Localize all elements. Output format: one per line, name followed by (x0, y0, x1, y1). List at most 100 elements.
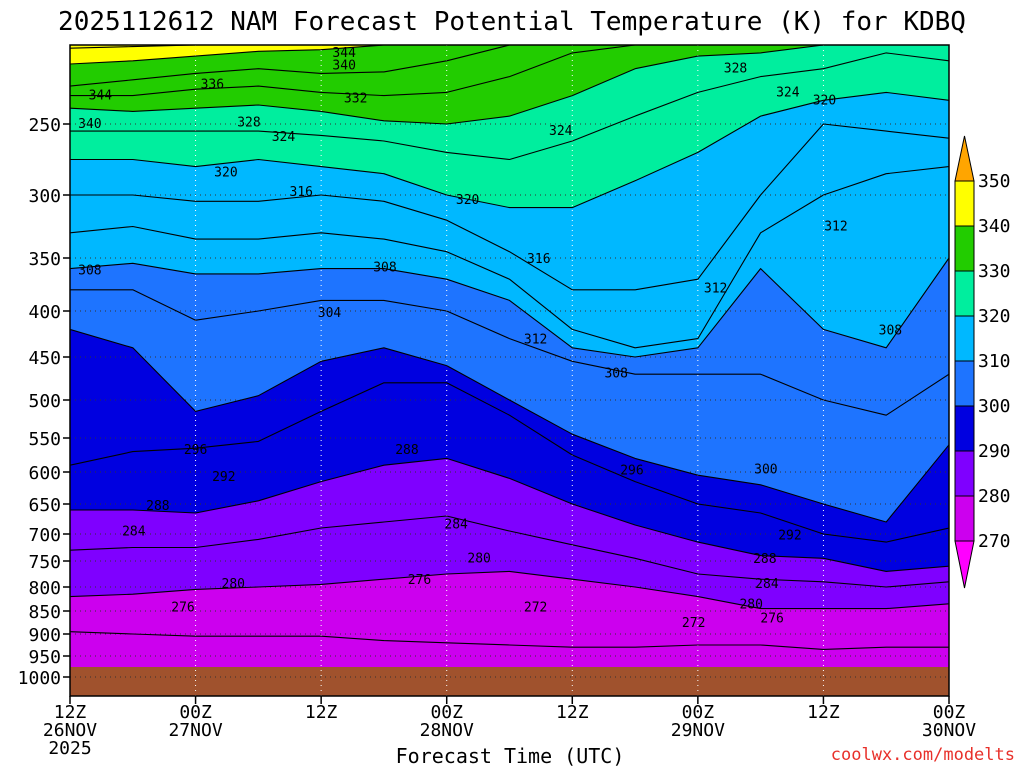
colorbar-swatch (954, 405, 975, 452)
contour-label: 280 (467, 551, 490, 566)
theta-band (70, 329, 949, 543)
colorbar-label: 340 (978, 216, 1011, 237)
x-tick-label: 28NOV (420, 720, 474, 741)
theta-band (70, 45, 949, 64)
contour-label: 344 (89, 89, 113, 104)
contour-label: 332 (344, 92, 367, 107)
y-tick-label: 500 (28, 391, 61, 412)
contour-label: 328 (237, 115, 260, 130)
contour-label: 312 (824, 220, 847, 235)
contour-label: 320 (456, 193, 479, 208)
contour-label: 276 (408, 573, 431, 588)
y-axis: 2503003504004505005506006507007508008509… (18, 115, 70, 689)
theta-band (70, 45, 949, 124)
colorbar-swatch (954, 360, 975, 407)
x-axis-label: Forecast Time (UTC) (396, 744, 625, 768)
contour-label: 328 (724, 62, 747, 77)
theta-band (70, 124, 949, 348)
contour-label: 324 (549, 124, 573, 139)
contour-label: 296 (184, 443, 207, 458)
y-tick-label: 350 (28, 249, 61, 270)
y-tick-label: 650 (28, 495, 61, 516)
y-tick-label: 700 (28, 525, 61, 546)
contour-label: 344 (332, 46, 356, 61)
colorbar-label: 270 (978, 531, 1011, 552)
x-tick-label: 12Z (807, 702, 840, 723)
x-tick-label: 2025 (48, 738, 91, 759)
ground-layer (70, 667, 949, 696)
isentrope-328 (70, 45, 949, 125)
contour-label: 308 (78, 264, 101, 279)
colorbar-bottom-triangle (954, 540, 975, 589)
y-tick-label: 450 (28, 348, 61, 369)
contour-label: 316 (527, 252, 550, 267)
theta-band (70, 45, 949, 160)
contour-label: 288 (753, 552, 776, 567)
isentrope-340 (70, 45, 949, 65)
theta-band (70, 166, 949, 357)
x-tick-label: 00Z (179, 702, 212, 723)
isentrope-332 (70, 45, 949, 97)
colorbar-label: 320 (978, 306, 1011, 327)
y-tick-label: 300 (28, 186, 61, 207)
theta-band (70, 52, 949, 208)
x-tick-label: 29NOV (671, 720, 725, 741)
y-tick-label: 750 (28, 552, 61, 573)
colorbar-label: 300 (978, 396, 1011, 417)
theta-band (70, 571, 949, 650)
contour-label: 320 (214, 165, 237, 180)
colorbar: 270 280 290 300 310 320 330 340 350 (954, 135, 1011, 589)
colorbar-label: 350 (978, 171, 1011, 192)
contour-label: 284 (122, 525, 146, 540)
y-tick-label: 950 (28, 647, 61, 668)
contour-label: 292 (212, 470, 235, 485)
y-tick-label: 250 (28, 115, 61, 136)
contour-label: 284 (755, 577, 779, 592)
contour-label: 324 (272, 130, 296, 145)
plot-frame (69, 44, 950, 697)
colorbar-label: 280 (978, 486, 1011, 507)
contour-label: 312 (524, 333, 547, 348)
isentrope-296 (70, 382, 949, 543)
y-tick-label: 800 (28, 578, 61, 599)
theta-band (70, 289, 949, 522)
colorbar-label: 310 (978, 351, 1011, 372)
x-tick-label: 00Z (682, 702, 715, 723)
colorbar-label: 290 (978, 441, 1011, 462)
colorbar-top-triangle (954, 135, 975, 182)
theta-band (70, 258, 949, 416)
isentrope-336 (70, 45, 949, 87)
y-tick-label: 900 (28, 625, 61, 646)
contour-label: 308 (373, 261, 396, 276)
isentrope-layer (70, 45, 949, 650)
x-tick-label: 26NOV (43, 720, 97, 741)
contour-label: 336 (201, 78, 224, 93)
y-tick-label: 600 (28, 463, 61, 484)
isentrope-280 (70, 570, 949, 610)
contour-label: 288 (395, 443, 418, 458)
y-tick-label: 400 (28, 302, 61, 323)
contour-label: 292 (778, 529, 801, 544)
y-tick-label: 850 (28, 602, 61, 623)
isentrope-276 (70, 631, 949, 650)
contour-label: 308 (879, 323, 902, 338)
contour-label: 312 (704, 282, 727, 297)
isentrope-324 (70, 52, 949, 161)
contour-label: 324 (776, 85, 800, 100)
credit-text: coolwx.com/modelts (831, 745, 1015, 765)
contour-label: 296 (620, 464, 643, 479)
contour-label: 316 (290, 185, 313, 200)
colorbar-swatch (954, 495, 975, 542)
contour-label: 340 (332, 59, 355, 74)
x-tick-label: 30NOV (922, 720, 976, 741)
contour-label: 300 (754, 462, 777, 477)
grid-layer (70, 45, 949, 696)
x-tick-label: 12Z (305, 702, 338, 723)
contour-label: 272 (682, 616, 705, 631)
colorbar-swatch (954, 270, 975, 317)
contour-label: 276 (760, 611, 783, 626)
isentrope-288 (70, 457, 949, 572)
contour-label: 308 (604, 366, 627, 381)
